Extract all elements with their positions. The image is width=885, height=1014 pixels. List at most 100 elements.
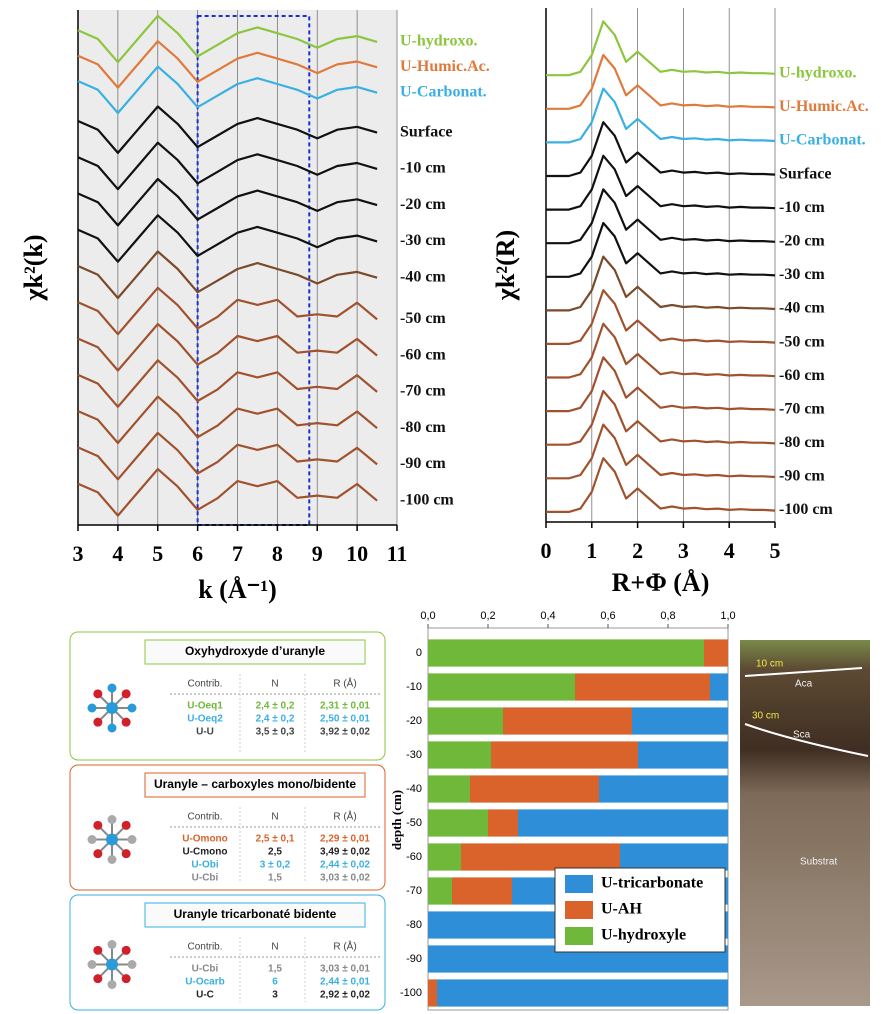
bar-segment — [620, 843, 728, 870]
legend-swatch — [565, 901, 593, 919]
series-label: -30 cm — [400, 232, 446, 249]
spectrum-line — [546, 21, 775, 75]
bar-segment — [470, 775, 599, 802]
atom — [128, 960, 137, 969]
x-tick-label: 0,8 — [660, 610, 675, 622]
bar-segment — [488, 809, 518, 836]
series-label: Surface — [400, 123, 452, 140]
x-tick-label: 5 — [770, 538, 781, 563]
x-tick-label: 0,4 — [540, 610, 555, 622]
atom — [122, 849, 131, 858]
photo-label: Aca — [795, 679, 813, 690]
series-label: -50 cm — [400, 310, 446, 327]
y-tick-label: -10 — [406, 681, 422, 693]
atom — [88, 835, 97, 844]
series-label: U-Carbonat. — [779, 132, 866, 149]
y-tick-label: -70 — [406, 885, 422, 897]
series-label: -90 cm — [400, 455, 446, 472]
series-label: -50 cm — [779, 333, 825, 350]
figure: 34567891011U-hydroxo.U-Humic.Ac.U-Carbon… — [0, 0, 885, 1014]
table-cell: 2,29 ± 0,01 — [320, 834, 370, 845]
atom — [106, 959, 118, 971]
table-cell: U-U — [196, 727, 214, 738]
bar-segment — [599, 775, 728, 802]
atom — [122, 974, 131, 983]
table-cell: 2,4 ± 0,2 — [256, 714, 295, 725]
spectrum-line — [546, 55, 775, 109]
atom — [108, 980, 117, 989]
legend-label: U-AH — [601, 901, 642, 918]
column-header: R (Å) — [333, 677, 356, 690]
series-label: U-Humic.Ac. — [779, 98, 869, 115]
column-header: N — [271, 942, 278, 953]
x-tick-label: 6 — [192, 541, 203, 566]
y-tick-label: -100 — [400, 987, 422, 999]
spectrum-line — [546, 357, 775, 411]
legend-label: U-hydroxyle — [601, 927, 686, 944]
spectrum-line — [546, 257, 775, 311]
table-cell: 2,50 ± 0,01 — [320, 714, 370, 725]
atom — [108, 855, 117, 864]
table-cell: 3,03 ± 0,02 — [320, 873, 370, 884]
table-cell: 2,5 ± 0,1 — [256, 834, 295, 845]
series-label: -100 cm — [779, 501, 833, 518]
y-tick-label: 0 — [416, 647, 422, 659]
series-label: -60 cm — [400, 346, 446, 363]
series-label: -80 cm — [779, 434, 825, 451]
table-cell: 1,5 — [268, 964, 282, 975]
photo-label: Substrat — [800, 857, 837, 868]
series-label: -70 cm — [400, 383, 446, 400]
series-label: -40 cm — [779, 300, 825, 317]
atom — [128, 704, 137, 713]
atom — [128, 835, 137, 844]
series-label: -90 cm — [779, 468, 825, 485]
bar-segment — [491, 741, 638, 768]
table-cell: 2,44 ± 0,01 — [320, 977, 370, 988]
x-tick-label: 4 — [112, 541, 123, 566]
bar-segment — [518, 809, 728, 836]
atom — [108, 940, 117, 949]
table-cell: 2,5 — [268, 847, 282, 858]
bar-segment — [461, 843, 620, 870]
x-tick-label: 0,6 — [600, 610, 615, 622]
atom — [108, 724, 117, 733]
y-tick-label: -30 — [406, 749, 422, 761]
atom — [93, 849, 102, 858]
bar-segment — [428, 639, 704, 666]
table-cell: U-C — [196, 990, 214, 1001]
spectrum-line — [546, 290, 775, 344]
column-header: N — [271, 812, 278, 823]
column-header: N — [271, 679, 278, 690]
y-tick-label: -40 — [406, 783, 422, 795]
spectrum-line — [546, 89, 775, 143]
column-header: Contrib. — [187, 679, 222, 690]
series-label: -10 cm — [400, 160, 446, 177]
table-cell: 1,5 — [268, 873, 282, 884]
spectrum-line — [546, 391, 775, 445]
x-tick-label: 0,2 — [480, 610, 495, 622]
photo-label: 30 cm — [752, 711, 779, 722]
table-cell: 2,44 ± 0,02 — [320, 860, 370, 871]
spectrum-line — [546, 324, 775, 378]
x-tick-label: 7 — [232, 541, 243, 566]
bar-segment — [428, 775, 470, 802]
x-tick-label: 11 — [387, 541, 408, 566]
x-tick-label: 8 — [272, 541, 283, 566]
bar-segment — [452, 877, 512, 904]
bar-segment — [428, 843, 461, 870]
atom — [88, 960, 97, 969]
x-tick-label: 3 — [678, 538, 689, 563]
table-cell: U-Cbi — [192, 873, 219, 884]
bar-segment — [575, 673, 710, 700]
table-cell: 3,03 ± 0,01 — [320, 964, 370, 975]
x-tick-label: 4 — [724, 538, 735, 563]
y-axis-label: χk²(k) — [19, 234, 48, 301]
series-label: U-Carbonat. — [400, 83, 487, 100]
series-label: -20 cm — [400, 196, 446, 213]
bar-segment — [638, 741, 728, 768]
y-tick-label: -60 — [406, 851, 422, 863]
bar-segment — [503, 707, 632, 734]
legend-swatch — [565, 875, 593, 893]
x-tick-label: 0,0 — [420, 610, 435, 622]
x-tick-label: 0 — [541, 538, 552, 563]
